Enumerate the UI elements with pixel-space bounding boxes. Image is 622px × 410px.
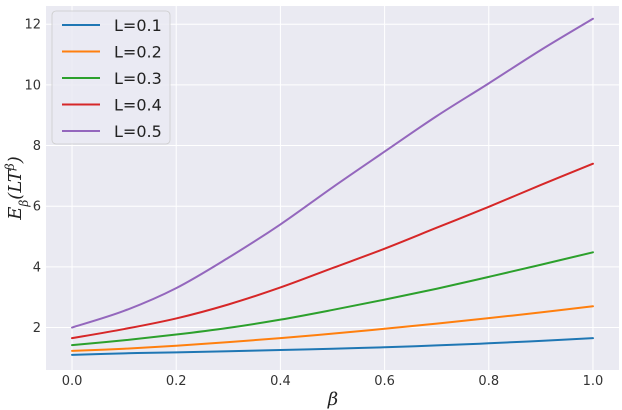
x-tick-label: 0.4 [270, 374, 291, 389]
y-tick-label: 2 [33, 321, 41, 336]
legend-label-1: L=0.1 [114, 16, 162, 35]
tick-labels: 0.0 0.2 0.4 0.6 0.8 1.0 2 4 6 8 10 12 [24, 18, 603, 389]
grid-lines [46, 6, 619, 370]
series-line-1 [71, 337, 594, 356]
x-tick-label: 0.2 [166, 374, 187, 389]
series-line-3 [71, 251, 594, 347]
y-tick-label: 4 [33, 260, 41, 275]
x-tick-label: 0.8 [478, 374, 499, 389]
y-tick-label: 6 [33, 200, 41, 215]
legend-label-3: L=0.3 [114, 69, 162, 88]
legend-label-5: L=0.5 [114, 122, 162, 141]
legend-label-2: L=0.2 [114, 43, 162, 62]
series-line-4 [71, 162, 594, 340]
x-tick-label: 0.0 [62, 374, 83, 389]
y-axis-label: Eβ(LTβ) [3, 156, 31, 221]
y-tick-label: 8 [33, 139, 41, 154]
legend-box [51, 10, 171, 145]
y-tick-label: 10 [24, 78, 41, 93]
y-tick-label: 12 [24, 18, 41, 33]
x-tick-label: 1.0 [583, 374, 604, 389]
legend-label-4: L=0.4 [114, 96, 162, 115]
series-lines [71, 17, 594, 356]
series-line-2 [71, 305, 594, 352]
legend: L=0.1 L=0.2 L=0.3 L=0.4 L=0.5 [51, 10, 171, 145]
x-tick-label: 0.6 [374, 374, 395, 389]
x-axis-label: β [327, 389, 338, 410]
series-line-5 [71, 17, 594, 329]
